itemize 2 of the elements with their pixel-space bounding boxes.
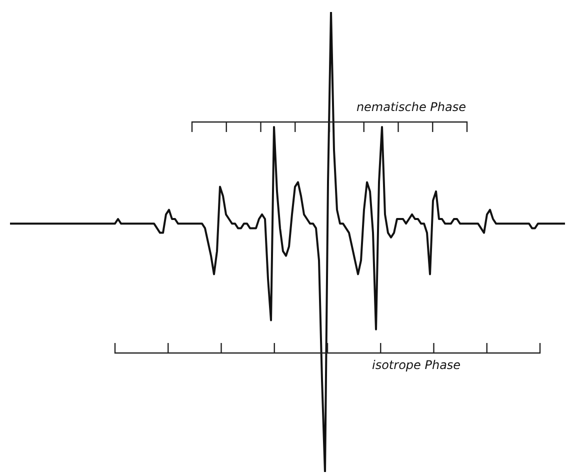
annotation: nematische Phase bbox=[356, 100, 466, 114]
annotation: isotrope Phase bbox=[372, 358, 461, 372]
